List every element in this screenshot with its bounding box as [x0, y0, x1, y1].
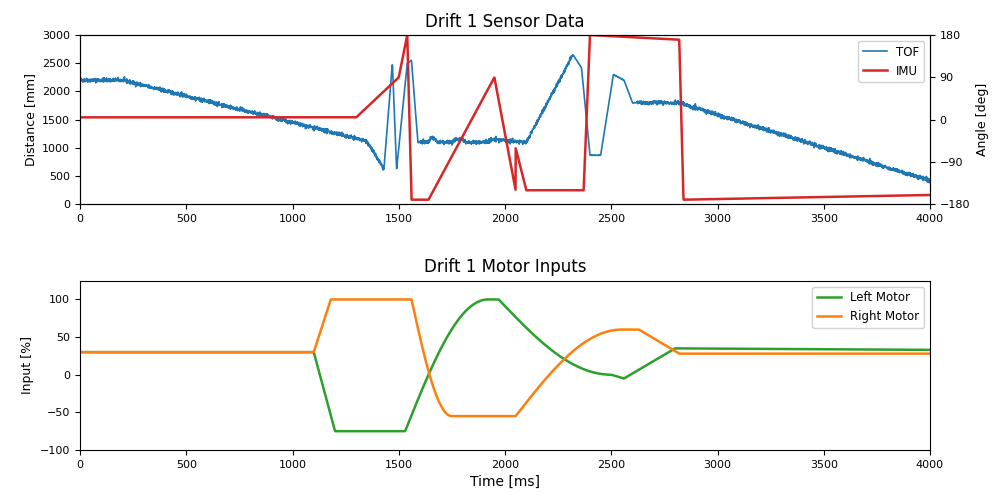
IMU: [406, 196, 418, 202]
Line: Right Motor: Right Motor: [80, 300, 930, 416]
Line: Left Motor: Left Motor: [80, 300, 930, 431]
TOF: [478, 138, 490, 144]
Title: Drift 1 Sensor Data: Drift 1 Sensor Data: [425, 12, 585, 30]
IMU: [438, 168, 450, 173]
Right Motor: [898, 350, 910, 356]
Right Motor: [438, 408, 450, 414]
TOF: [692, 106, 704, 112]
Left Motor: [898, 346, 910, 352]
Line: TOF: TOF: [80, 55, 930, 182]
Left Motor: [438, 340, 450, 345]
TOF: [924, 178, 936, 184]
TOF: [923, 180, 935, 186]
Right Motor: [924, 350, 936, 356]
TOF: [431, 139, 443, 145]
Left Motor: [856, 346, 868, 352]
Left Motor: [431, 352, 443, 358]
IMU: [692, 196, 704, 202]
Title: Drift 1 Motor Inputs: Drift 1 Motor Inputs: [424, 258, 586, 276]
Right Motor: [431, 395, 443, 401]
IMU: [856, 194, 868, 200]
Left Motor: [692, 346, 704, 352]
Y-axis label: Input [%]: Input [%]: [21, 336, 34, 394]
Right Motor: [74, 349, 86, 355]
Right Motor: [325, 296, 337, 302]
IMU: [478, 94, 490, 100]
Left Motor: [478, 297, 490, 303]
Left Motor: [74, 349, 86, 355]
Right Motor: [478, 413, 490, 419]
IMU: [74, 114, 86, 120]
TOF: [74, 76, 86, 82]
TOF: [898, 170, 910, 175]
TOF: [567, 52, 579, 58]
Y-axis label: Angle [deg]: Angle [deg]: [976, 83, 989, 156]
Left Motor: [329, 428, 341, 434]
Right Motor: [692, 350, 704, 356]
Legend: Left Motor, Right Motor: Left Motor, Right Motor: [812, 286, 924, 328]
X-axis label: Time [ms]: Time [ms]: [470, 476, 540, 490]
TOF: [856, 156, 868, 162]
TOF: [438, 142, 450, 148]
IMU: [924, 192, 936, 198]
IMU: [898, 192, 910, 198]
Legend: TOF, IMU: TOF, IMU: [858, 41, 924, 82]
Right Motor: [446, 413, 458, 419]
Right Motor: [856, 350, 868, 356]
IMU: [584, 32, 596, 38]
Line: IMU: IMU: [80, 35, 930, 200]
Y-axis label: Distance [mm]: Distance [mm]: [24, 73, 37, 166]
IMU: [431, 180, 443, 186]
Left Motor: [924, 347, 936, 353]
Left Motor: [482, 296, 494, 302]
